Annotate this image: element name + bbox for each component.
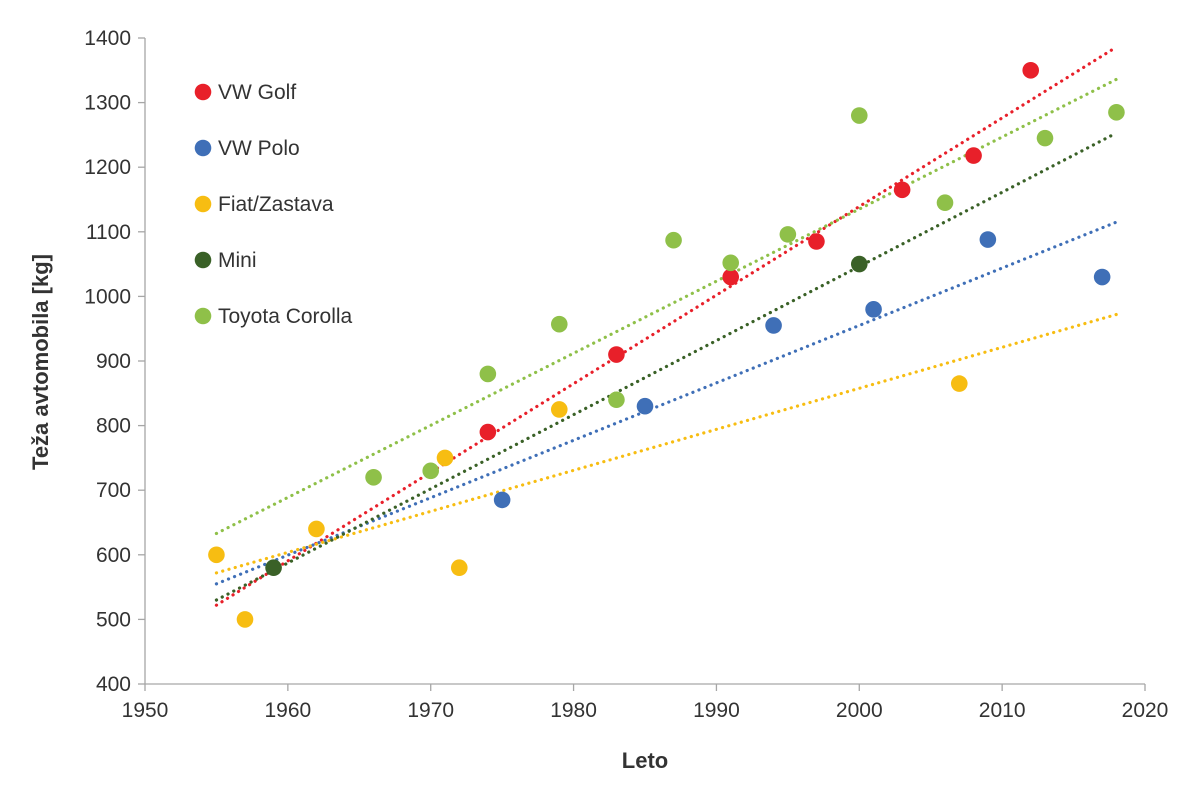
point-toyota-corolla	[665, 231, 682, 249]
legend-label-toyota-corolla: Toyota Corolla	[218, 305, 353, 328]
legend-marker-vw-polo	[194, 139, 212, 157]
point-vw-golf	[479, 423, 497, 441]
y-tick-label: 1400	[84, 27, 131, 50]
point-vw-polo	[765, 317, 782, 334]
point-mini	[265, 559, 282, 577]
y-tick-label: 1000	[84, 285, 131, 308]
x-axis-title: Leto	[622, 748, 668, 773]
trendline-vw-polo	[214, 220, 1119, 586]
y-tick-label: 900	[96, 350, 131, 373]
trendline-mini	[214, 131, 1119, 602]
point-fiat-zastava	[208, 546, 225, 564]
point-toyota-corolla	[479, 365, 497, 383]
legend-marker-mini	[194, 251, 212, 269]
legend-label-mini: Mini	[218, 249, 257, 272]
point-vw-golf	[893, 181, 911, 199]
y-tick-label: 400	[96, 673, 131, 696]
y-tick-label: 800	[96, 415, 131, 438]
y-tick-label: 1100	[86, 221, 131, 244]
x-tick-label: 2000	[836, 699, 883, 722]
legend-marker-fiat-zastava	[194, 195, 212, 213]
y-axis-title: Teža avtomobila [kg]	[28, 254, 53, 470]
point-toyota-corolla	[608, 391, 625, 409]
x-tick-label: 2010	[979, 699, 1026, 722]
point-vw-golf	[808, 233, 825, 250]
y-tick-label: 1200	[84, 156, 131, 179]
legend-label-vw-polo: VW Polo	[218, 137, 300, 160]
point-fiat-zastava	[450, 559, 468, 577]
legend-marker-toyota-corolla	[194, 307, 212, 325]
point-vw-polo	[493, 491, 511, 509]
x-tick-label: 1970	[407, 699, 454, 722]
point-fiat-zastava	[950, 375, 968, 392]
point-vw-golf	[1022, 62, 1040, 79]
point-toyota-corolla	[422, 462, 440, 480]
point-toyota-corolla	[936, 194, 954, 212]
point-vw-golf	[722, 268, 740, 286]
point-toyota-corolla	[722, 254, 740, 272]
point-vw-polo	[865, 301, 882, 318]
y-tick-label: 500	[96, 608, 131, 631]
x-tick-label: 1990	[693, 699, 740, 722]
legend-label-vw-golf: VW Golf	[218, 81, 296, 104]
y-tick-label: 600	[96, 544, 131, 567]
point-toyota-corolla	[1108, 103, 1125, 121]
x-tick-label: 1950	[122, 699, 169, 722]
trendline-vw-golf	[214, 45, 1119, 607]
x-tick-label: 1960	[264, 699, 311, 722]
x-tick-label: 2020	[1122, 699, 1169, 722]
point-vw-golf	[608, 346, 625, 363]
point-mini	[850, 255, 868, 273]
trendline-fiat-zastava	[214, 312, 1119, 575]
point-toyota-corolla	[365, 468, 382, 486]
legend-label-fiat-zastava: Fiat/Zastava	[218, 193, 334, 216]
point-vw-polo	[636, 397, 654, 415]
point-fiat-zastava	[308, 520, 325, 538]
point-vw-polo	[1093, 268, 1111, 286]
x-tick-label: 1980	[550, 699, 597, 722]
point-toyota-corolla	[1036, 129, 1054, 147]
y-tick-label: 1300	[84, 92, 131, 115]
point-fiat-zastava	[550, 401, 568, 418]
point-vw-golf	[965, 147, 982, 164]
point-fiat-zastava	[436, 449, 454, 467]
legend-marker-vw-golf	[194, 83, 212, 101]
point-toyota-corolla	[779, 226, 797, 243]
y-tick-label: 700	[96, 479, 131, 502]
point-fiat-zastava	[236, 611, 254, 628]
point-toyota-corolla	[850, 107, 868, 124]
point-vw-polo	[979, 231, 997, 248]
point-toyota-corolla	[550, 315, 568, 333]
